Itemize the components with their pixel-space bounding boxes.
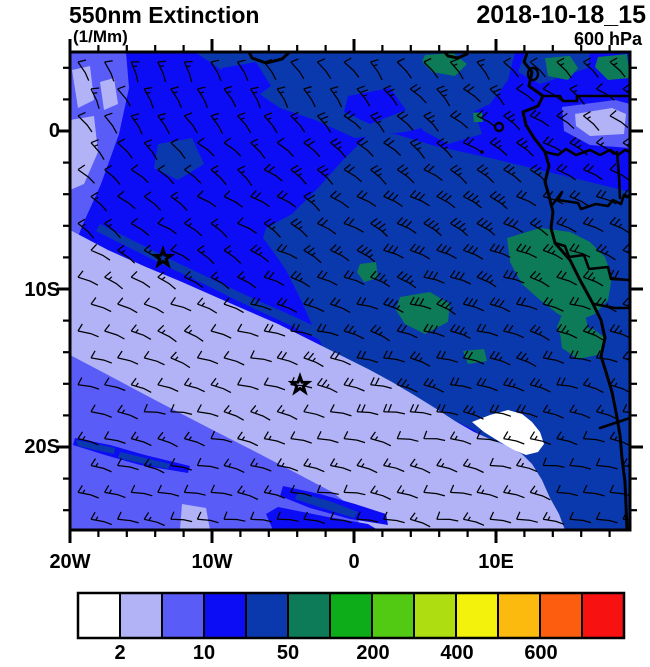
plot-units-label: (1/Mm) — [73, 27, 128, 46]
lat-tick-label-0: 0 — [48, 120, 60, 142]
colorbar-label-400: 400 — [440, 642, 474, 664]
colorbar-label-200: 200 — [356, 642, 390, 664]
colorbar-label-10: 10 — [192, 642, 216, 664]
plot-title: 550nm Extinction — [69, 2, 260, 28]
wind-barbs — [77, 57, 630, 528]
lat-tick-label-20s: 20S — [24, 436, 60, 458]
colorbar — [76, 591, 626, 640]
plot-pressure-level: 600 hPa — [573, 29, 642, 49]
map-field — [70, 52, 630, 530]
station-star-marker-1 — [150, 244, 176, 269]
lon-tick-label-0: 0 — [348, 551, 360, 573]
lon-tick-label-20w: 20W — [49, 551, 91, 573]
island-bioko — [526, 66, 540, 82]
map-axes — [57, 39, 643, 543]
colorbar-label-600: 600 — [524, 642, 558, 664]
colorbar-label-2: 2 — [114, 642, 126, 664]
colorbar-label-50: 50 — [276, 642, 300, 664]
lon-tick-label-10w: 10W — [191, 551, 233, 573]
lat-tick-label-10s: 10S — [24, 279, 60, 301]
plot-datetime: 2018-10-18_15 — [476, 1, 646, 29]
station-star-marker-2 — [287, 371, 313, 396]
lon-tick-label-10e: 10E — [478, 551, 514, 573]
